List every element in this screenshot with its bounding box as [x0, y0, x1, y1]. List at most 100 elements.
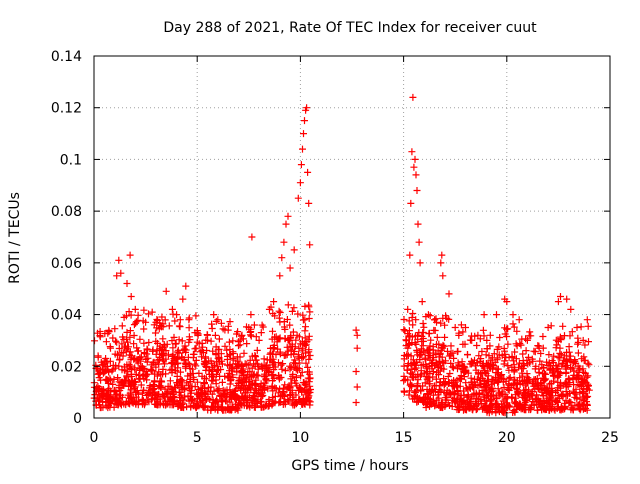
- data-point: [148, 367, 155, 375]
- data-point: [453, 406, 461, 413]
- data-point: [255, 336, 263, 344]
- data-point: [515, 316, 523, 324]
- data-point: [157, 323, 165, 331]
- data-point: [160, 401, 168, 409]
- data-point: [541, 376, 549, 384]
- data-point: [136, 366, 144, 374]
- data-point: [302, 359, 310, 367]
- data-point: [224, 352, 232, 360]
- data-point: [226, 393, 234, 401]
- data-point: [123, 372, 131, 380]
- data-point: [141, 365, 149, 373]
- data-point: [301, 327, 309, 335]
- data-point: [276, 334, 284, 342]
- data-point: [432, 382, 440, 389]
- data-point: [175, 336, 183, 344]
- data-point: [306, 382, 314, 390]
- data-point: [416, 395, 424, 402]
- data-point: [162, 287, 170, 295]
- data-point: [407, 199, 415, 207]
- data-point: [305, 332, 313, 340]
- data-point: [150, 385, 158, 392]
- data-point: [177, 368, 184, 376]
- data-point: [441, 333, 449, 341]
- data-point: [574, 334, 582, 342]
- data-point: [553, 405, 561, 412]
- data-point: [130, 340, 138, 348]
- data-point: [574, 349, 582, 357]
- data-point: [418, 298, 426, 306]
- data-point: [413, 382, 421, 390]
- data-point: [545, 397, 553, 405]
- data-point: [404, 376, 412, 384]
- data-point: [107, 344, 114, 352]
- data-point: [253, 346, 261, 354]
- data-point: [241, 389, 249, 397]
- data-point: [529, 395, 537, 403]
- data-point: [447, 359, 455, 367]
- data-point: [515, 363, 523, 371]
- data-point: [462, 379, 470, 387]
- data-point: [429, 373, 437, 381]
- data-point: [185, 324, 193, 332]
- data-point: [565, 376, 573, 383]
- data-point: [305, 199, 313, 207]
- data-point: [414, 335, 422, 343]
- data-point: [162, 355, 170, 363]
- data-point: [446, 370, 454, 377]
- data-point: [554, 392, 562, 400]
- data-point: [537, 350, 545, 357]
- data-point: [140, 325, 148, 333]
- data-point: [260, 355, 268, 363]
- data-point: [237, 362, 245, 370]
- data-point: [449, 364, 457, 372]
- data-point: [96, 369, 104, 376]
- data-point: [417, 387, 425, 395]
- data-point: [500, 384, 508, 391]
- data-point: [444, 347, 451, 355]
- data-point: [427, 336, 435, 344]
- y-tick-label: 0.02: [51, 359, 82, 375]
- data-point: [245, 361, 253, 369]
- data-point: [281, 398, 289, 406]
- data-point: [516, 340, 524, 347]
- data-point: [525, 332, 533, 340]
- data-point: [400, 326, 408, 334]
- data-point: [517, 341, 525, 349]
- data-point: [102, 338, 110, 346]
- data-point: [288, 307, 296, 315]
- data-point: [178, 383, 185, 391]
- data-point: [458, 358, 466, 366]
- data-point: [484, 376, 492, 384]
- data-point: [483, 336, 491, 344]
- data-point: [525, 376, 533, 384]
- data-point: [146, 382, 154, 390]
- data-point: [194, 378, 201, 386]
- data-point: [267, 349, 275, 357]
- data-point: [286, 342, 294, 350]
- data-point: [353, 383, 361, 391]
- data-point: [286, 321, 294, 329]
- data-point: [531, 348, 539, 356]
- data-point: [303, 395, 311, 403]
- data-point: [168, 360, 175, 367]
- data-point: [217, 350, 225, 358]
- data-point: [132, 319, 140, 327]
- data-point: [186, 393, 194, 401]
- data-point: [300, 379, 308, 387]
- data-point: [477, 396, 485, 403]
- data-point: [504, 385, 512, 393]
- data-point: [212, 317, 220, 325]
- data-point: [201, 379, 208, 387]
- data-point: [545, 351, 553, 359]
- data-point: [259, 386, 267, 394]
- data-point: [152, 318, 160, 326]
- data-point: [226, 346, 234, 353]
- data-point: [426, 399, 434, 407]
- data-point: [423, 393, 431, 401]
- data-point: [419, 320, 427, 327]
- data-point: [115, 384, 123, 391]
- data-point: [137, 381, 145, 389]
- data-point: [421, 379, 429, 387]
- data-point: [162, 347, 170, 355]
